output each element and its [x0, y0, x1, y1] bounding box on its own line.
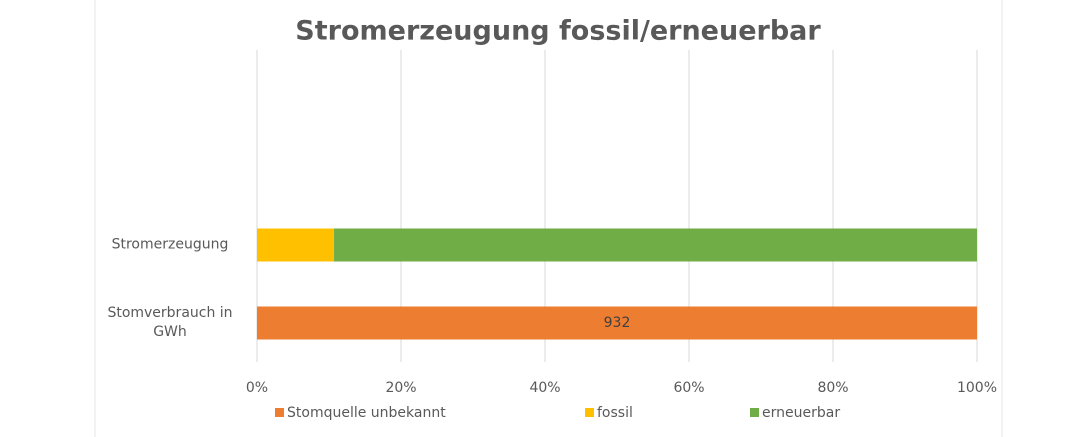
- legend-swatch: [275, 408, 284, 417]
- data-label: 932: [604, 315, 631, 331]
- x-tick-label: 0%: [246, 380, 268, 396]
- x-tick-label: 20%: [385, 380, 416, 396]
- legend-swatch: [750, 408, 759, 417]
- legend-label: Stomquelle unbekannt: [287, 405, 446, 421]
- chart-title: Stromerzeugung fossil/erneuerbar: [295, 16, 821, 47]
- y-tick-label: Stromerzeugung: [111, 236, 229, 253]
- bar-segment: [257, 228, 335, 262]
- bar-segment: [334, 228, 977, 262]
- bar-segment: [257, 306, 977, 340]
- legend-label: fossil: [597, 405, 633, 421]
- y-tick-label: Stomverbrauch in GWh: [107, 305, 233, 340]
- x-tick-label: 60%: [673, 380, 704, 396]
- x-tick-label: 80%: [817, 380, 848, 396]
- legend-label: erneuerbar: [762, 405, 840, 421]
- x-tick-label: 40%: [529, 380, 560, 396]
- legend-swatch: [585, 408, 594, 417]
- x-tick-label: 100%: [957, 380, 997, 396]
